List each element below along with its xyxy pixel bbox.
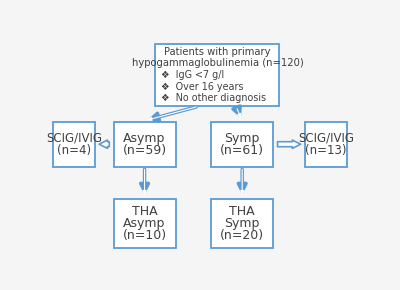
Text: Symp: Symp bbox=[224, 132, 260, 145]
Text: ❖  No other diagnosis: ❖ No other diagnosis bbox=[161, 93, 266, 103]
Text: ❖  IgG <7 g/l: ❖ IgG <7 g/l bbox=[161, 70, 224, 80]
Text: THA: THA bbox=[229, 205, 255, 218]
Text: THA: THA bbox=[132, 205, 157, 218]
FancyBboxPatch shape bbox=[305, 122, 347, 166]
FancyBboxPatch shape bbox=[155, 44, 279, 106]
Text: Asymp: Asymp bbox=[123, 132, 166, 145]
Text: (n=13): (n=13) bbox=[305, 144, 347, 157]
FancyBboxPatch shape bbox=[211, 199, 273, 248]
Text: Patients with primary: Patients with primary bbox=[164, 47, 271, 57]
Text: (n=59): (n=59) bbox=[122, 144, 167, 157]
Text: ❖  Over 16 years: ❖ Over 16 years bbox=[161, 81, 244, 92]
FancyBboxPatch shape bbox=[114, 122, 176, 166]
Text: (n=4): (n=4) bbox=[57, 144, 91, 157]
Text: Symp: Symp bbox=[224, 217, 260, 230]
Text: SCIG/IVIG: SCIG/IVIG bbox=[46, 132, 102, 145]
Text: hypogammaglobulinemia (n=120): hypogammaglobulinemia (n=120) bbox=[132, 58, 303, 68]
FancyBboxPatch shape bbox=[53, 122, 95, 166]
FancyBboxPatch shape bbox=[114, 199, 176, 248]
Text: Asymp: Asymp bbox=[123, 217, 166, 230]
Text: (n=10): (n=10) bbox=[122, 229, 167, 242]
Text: (n=20): (n=20) bbox=[220, 229, 264, 242]
Text: (n=61): (n=61) bbox=[220, 144, 264, 157]
FancyBboxPatch shape bbox=[211, 122, 273, 166]
Text: SCIG/IVIG: SCIG/IVIG bbox=[298, 132, 354, 145]
